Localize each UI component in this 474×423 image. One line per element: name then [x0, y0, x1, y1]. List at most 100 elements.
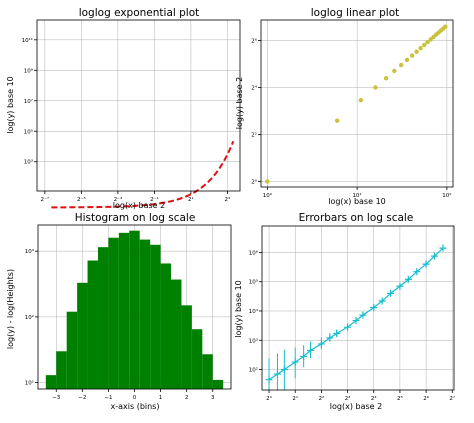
x-tick-label: −2 — [78, 395, 86, 401]
grid — [37, 20, 240, 191]
plus-marker — [439, 244, 447, 252]
panel-histogram: Histogram on log scale −3 −2 −1 0 1 2 3 10¹ 10²… — [6, 212, 232, 411]
y-tick-label: 10⁶ — [249, 249, 259, 256]
histogram-bar — [56, 351, 67, 389]
scatter-point — [392, 68, 397, 74]
histogram-bar — [118, 232, 130, 389]
x-tick-label: 10¹ — [352, 192, 361, 199]
plus-marker — [265, 376, 273, 384]
x-tick-label: 3 — [211, 395, 215, 401]
y-tick-label: 10⁷ — [24, 98, 33, 105]
plus-marker — [370, 304, 378, 312]
plus-marker — [404, 275, 412, 283]
histogram-bar — [66, 311, 78, 389]
plus-marker — [280, 366, 288, 374]
x-tick-label: 2⁻³ — [114, 196, 123, 203]
histogram-bar — [87, 260, 98, 389]
chart-title: Errorbars on log scale — [299, 212, 414, 224]
x-axis-label: log(x) base 2 — [113, 201, 165, 210]
x-axis-ticks: −3 −2 −1 0 1 2 3 — [52, 389, 215, 401]
histogram-bar — [150, 244, 161, 389]
scatter-point — [443, 24, 448, 29]
y-axis-ticks: 10³ 10⁵ 10⁷ 10⁹ 10¹¹ — [22, 37, 37, 166]
scatter-point — [414, 49, 419, 54]
chart-title: Histogram on log scale — [75, 212, 196, 224]
x-tick-label: 2¹ — [292, 395, 298, 402]
y-tick-label: 10² — [25, 314, 34, 321]
panel-loglog-exponential: loglog exponential plot 2⁻⁷ 2⁻⁵ 2⁻³ 2⁻¹ 2¹ 2³… — [6, 7, 241, 210]
scatter-point — [383, 76, 389, 81]
scatter-point — [404, 57, 410, 63]
histogram-bar — [160, 263, 172, 389]
histogram-bar — [212, 379, 224, 389]
histogram-bar — [77, 282, 88, 389]
plot-area — [45, 230, 224, 389]
plus-marker — [273, 370, 281, 378]
histogram-bar — [108, 237, 119, 389]
x-axis-label: x-axis (bins) — [111, 402, 160, 411]
x-tick-label: 10⁰ — [263, 192, 273, 199]
scatter-point — [409, 53, 415, 58]
plus-marker — [326, 334, 334, 342]
y-tick-label: 2² — [251, 131, 257, 138]
y-tick-label: 10³ — [249, 337, 258, 344]
plus-marker — [422, 260, 430, 268]
y-axis-ticks: 10² 10³ 10⁴ 10⁵ 10⁶ — [249, 249, 262, 374]
histogram-bar — [129, 230, 140, 389]
histogram-bar — [171, 279, 182, 389]
histogram-bar — [97, 247, 109, 389]
x-tick-label: −3 — [52, 395, 61, 401]
plus-marker — [333, 330, 341, 338]
y-tick-label: 10⁵ — [24, 128, 33, 135]
plus-marker — [344, 323, 352, 331]
plot-area — [51, 140, 235, 209]
histogram-bar — [202, 354, 213, 389]
plus-marker — [352, 317, 360, 325]
plus-marker — [413, 268, 421, 276]
grid — [261, 20, 453, 187]
scatter-point — [428, 37, 433, 42]
x-tick-label: 2² — [319, 395, 325, 402]
x-tick-label: 1 — [159, 395, 163, 401]
y-axis-label: log(y) - log(Heights) — [6, 269, 15, 349]
x-tick-label: 2⁷ — [449, 395, 455, 402]
histogram-bar — [45, 375, 57, 389]
y-tick-label: 2⁶ — [251, 37, 257, 44]
scatter-point — [422, 42, 427, 48]
x-axis-ticks: 10⁰ 10¹ 10² — [263, 187, 451, 199]
y-tick-label: 10⁵ — [249, 279, 258, 286]
x-tick-label: 2³ — [225, 196, 231, 203]
scatter-point — [358, 97, 364, 103]
x-axis-ticks: 2⁰ 2¹ 2² 2³ 2⁴ 2⁵ 2⁶ 2⁷ — [266, 390, 455, 402]
plus-marker — [291, 358, 299, 366]
panel-errorbars: Errorbars on log scale 2⁰ 2¹ 2² 2³ 2⁴ 2⁵ 2⁶ 2⁷ … — [234, 212, 455, 411]
scatter-point — [425, 39, 430, 45]
plus-marker — [378, 297, 386, 305]
chart-title: loglog linear plot — [311, 7, 400, 19]
scatter-point — [334, 118, 340, 123]
plot-area — [265, 24, 448, 184]
y-tick-label: 10¹¹ — [22, 37, 33, 44]
x-tick-label: 2³ — [345, 395, 351, 402]
y-tick-label: 10³ — [25, 248, 34, 255]
plus-marker — [317, 340, 325, 348]
y-tick-label: 10⁹ — [24, 67, 33, 74]
axes-frame — [261, 225, 455, 391]
axes-frame — [36, 19, 241, 192]
y-tick-label: 10³ — [24, 159, 33, 166]
x-tick-label: 2⁶ — [423, 395, 429, 402]
histogram-bar — [181, 305, 192, 389]
plus-marker — [387, 289, 395, 297]
x-axis-label: log(x) base 10 — [328, 197, 386, 206]
y-tick-label: 10¹ — [25, 380, 34, 387]
x-tick-label: 2⁻⁷ — [41, 196, 50, 203]
x-tick-label: 2 — [185, 395, 189, 401]
x-tick-label: 10² — [442, 192, 451, 199]
scatter-point — [418, 45, 423, 51]
plus-marker — [359, 311, 367, 319]
y-tick-label: 2⁰ — [251, 178, 257, 185]
x-axis-ticks: 2⁻⁷ 2⁻⁵ 2⁻³ 2⁻¹ 2¹ 2³ — [41, 191, 231, 203]
exp-curve-line — [51, 140, 235, 209]
plus-marker — [396, 282, 404, 290]
